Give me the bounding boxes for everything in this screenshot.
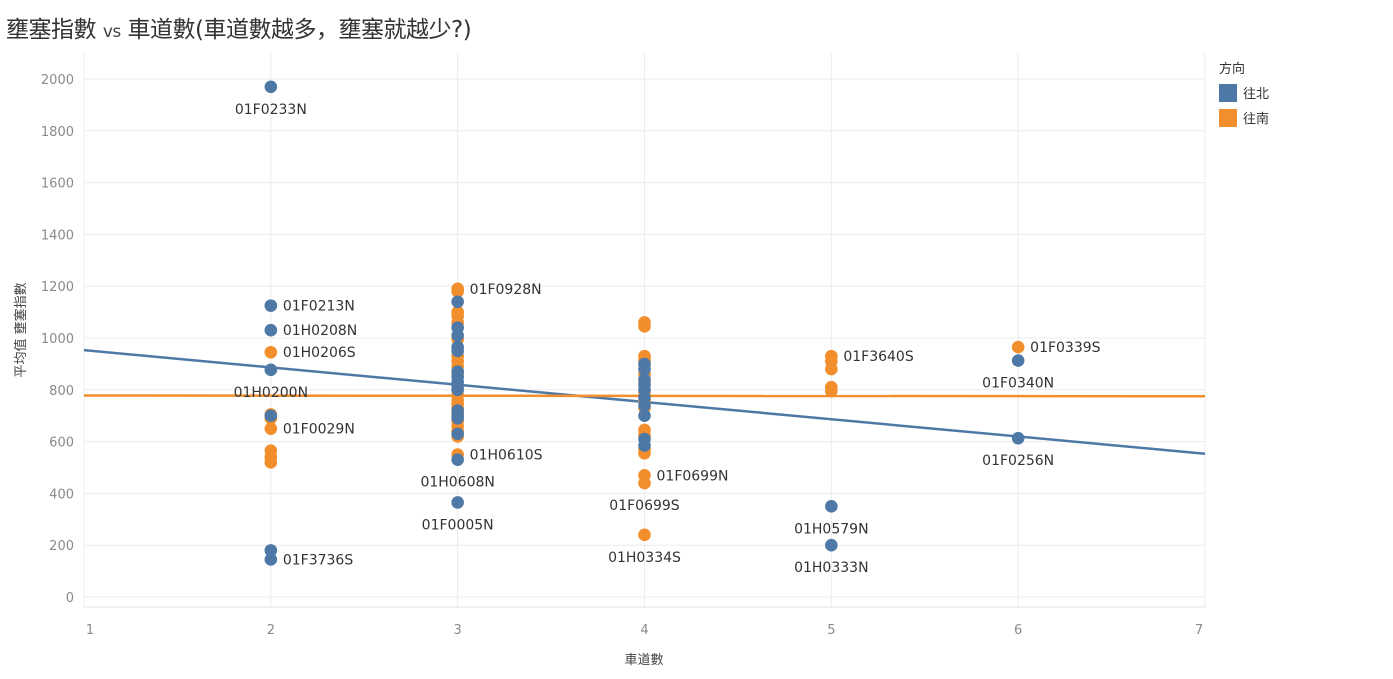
point-label: 01F3736S: [283, 552, 353, 568]
legend-swatch-south: [1219, 108, 1237, 127]
data-point[interactable]: [451, 295, 464, 309]
data-point[interactable]: [638, 362, 651, 376]
legend-title: 方向: [1219, 62, 1246, 77]
data-points[interactable]: [264, 80, 1025, 566]
data-point[interactable]: [825, 384, 838, 398]
legend-label-south: 往南: [1243, 112, 1270, 127]
point-label: 01F0256N: [982, 453, 1054, 469]
y-tick-label: 1600: [41, 177, 74, 192]
data-point[interactable]: [1011, 354, 1025, 367]
title-vs: vs: [102, 22, 121, 42]
point-label: 01F0005N: [422, 517, 494, 533]
y-tick-label: 0: [66, 591, 74, 606]
point-label: 01F3640S: [843, 349, 913, 365]
x-tick-label: 2: [267, 623, 275, 638]
data-point[interactable]: [638, 409, 651, 423]
y-tick-label: 1200: [41, 280, 74, 295]
data-point[interactable]: [264, 345, 278, 359]
data-point[interactable]: [1011, 340, 1025, 354]
point-label: 01H0334S: [608, 550, 681, 566]
title-main: 壅塞指數: [6, 17, 97, 43]
point-label: 01H0333N: [794, 560, 868, 576]
y-axis-title: 平均值 壅塞指數: [13, 282, 29, 377]
data-point[interactable]: [451, 427, 464, 441]
point-label: 01F0928N: [470, 282, 542, 298]
y-tick-label: 2000: [41, 73, 74, 88]
point-label: 01H0610S: [470, 448, 543, 464]
legend-item-south[interactable]: 往南: [1219, 105, 1269, 130]
data-point[interactable]: [264, 544, 278, 557]
point-label: 01F0339S: [1030, 340, 1100, 356]
legend[interactable]: 方向 往北 往南: [1219, 58, 1269, 130]
data-point[interactable]: [451, 383, 464, 397]
chart-title: 壅塞指數 vs 車道數(車道數越多，壅塞就越少?): [6, 10, 472, 44]
legend-item-north[interactable]: 往北: [1219, 80, 1269, 105]
y-tick-label: 1800: [41, 125, 74, 140]
data-point[interactable]: [638, 439, 651, 452]
data-point[interactable]: [264, 323, 278, 337]
x-axis-title: 車道數: [624, 653, 663, 668]
data-point[interactable]: [264, 553, 278, 566]
x-tick-label: 7: [1195, 623, 1203, 638]
y-tick-label: 1000: [41, 332, 74, 347]
data-point[interactable]: [638, 528, 651, 542]
point-labels: 01F0233N 01F0213N 01H0208N 01H0200N 01F3736S…: [234, 102, 1101, 576]
x-tick-label: 4: [640, 623, 648, 638]
legend-label-north: 往北: [1243, 87, 1270, 102]
data-point[interactable]: [451, 411, 464, 425]
title-rest: 車道數(車道數越多，壅塞就越少?): [127, 17, 472, 43]
data-point[interactable]: [825, 538, 838, 552]
data-point[interactable]: [451, 344, 464, 358]
data-point[interactable]: [638, 399, 651, 412]
point-label: 01H0206S: [283, 345, 356, 361]
axis-ticks: 0 200 400 600 800 1000 1200 1400 1600 1800 2000 1 2 3…: [41, 73, 1203, 638]
data-point[interactable]: [264, 422, 278, 435]
data-point[interactable]: [825, 500, 838, 513]
data-point[interactable]: [638, 476, 651, 490]
point-label: 01H0579N: [794, 521, 868, 537]
data-point[interactable]: [264, 409, 278, 423]
point-label: 01F0340N: [982, 376, 1054, 392]
data-point[interactable]: [264, 299, 278, 312]
point-label: 01H0208N: [283, 323, 357, 339]
data-point[interactable]: [1011, 431, 1025, 445]
point-label: 01F0213N: [283, 299, 355, 315]
x-tick-label: 3: [454, 623, 462, 638]
data-point[interactable]: [638, 320, 651, 333]
point-label: 01F0233N: [235, 102, 307, 118]
x-tick-label: 5: [827, 623, 835, 638]
data-point[interactable]: [825, 362, 838, 376]
y-tick-label: 800: [49, 384, 74, 399]
point-label: 01H0200N: [234, 385, 308, 401]
y-tick-label: 600: [49, 436, 74, 451]
data-point[interactable]: [451, 453, 464, 467]
y-tick-label: 400: [49, 487, 74, 502]
point-label: 01H0608N: [420, 475, 494, 491]
x-tick-label: 6: [1014, 623, 1022, 638]
data-point[interactable]: [451, 496, 464, 509]
x-tick-label: 1: [86, 623, 94, 638]
point-label: 01F0699S: [609, 498, 679, 514]
data-point[interactable]: [451, 285, 464, 298]
point-label: 01F0699N: [657, 468, 729, 484]
data-point[interactable]: [264, 363, 278, 377]
data-point[interactable]: [264, 456, 278, 469]
data-point[interactable]: [264, 80, 278, 94]
point-label: 01F0029N: [283, 422, 355, 438]
data-point[interactable]: [451, 329, 464, 342]
y-tick-label: 1400: [41, 228, 74, 243]
y-tick-label: 200: [49, 539, 74, 554]
legend-swatch-north: [1219, 83, 1237, 102]
